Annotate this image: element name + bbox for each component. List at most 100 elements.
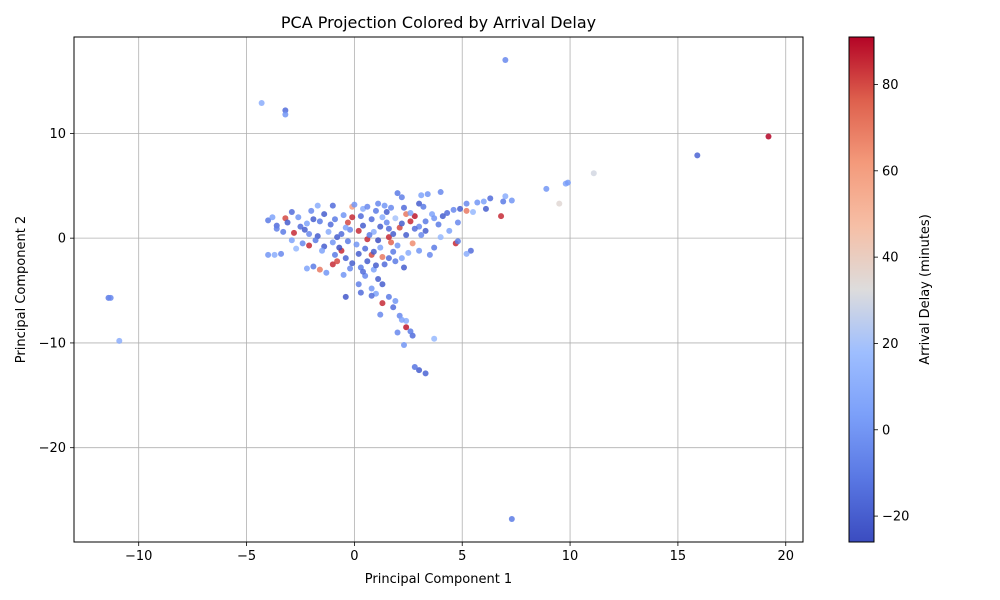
x-tick-label: 10 — [562, 549, 579, 564]
scatter-point — [347, 265, 354, 272]
scatter-point — [355, 281, 362, 288]
colorbar-tick-label: −20 — [882, 510, 909, 525]
colorbar-axis: −20 0 20 40 60 80 — [874, 78, 909, 525]
scatter-point — [398, 316, 405, 323]
scatter-point — [411, 225, 418, 232]
scatter-point — [327, 221, 334, 228]
scatter-point — [390, 304, 397, 311]
scatter-point — [303, 265, 310, 272]
scatter-point — [342, 293, 349, 300]
scatter-point — [383, 208, 390, 215]
scatter-point — [349, 214, 356, 221]
y-axis-label: Principal Component 2 — [14, 216, 29, 363]
colorbar-tick-label: 40 — [882, 251, 899, 266]
scatter-point — [351, 201, 358, 208]
scatter-point — [379, 300, 386, 307]
scatter-point — [398, 220, 405, 227]
scatter-point — [360, 222, 367, 229]
scatter-point — [394, 190, 401, 197]
scatter-point — [439, 213, 446, 220]
scatter-point — [457, 205, 464, 212]
scatter-point — [288, 237, 295, 244]
scatter-point — [355, 250, 362, 257]
scatter-point — [405, 249, 412, 256]
scatter-point — [312, 237, 319, 244]
scatter-point — [372, 262, 379, 269]
scatter-point — [502, 193, 509, 200]
scatter-point — [422, 218, 429, 225]
colorbar-tick-label: 60 — [882, 164, 899, 179]
scatter-point — [316, 266, 323, 273]
scatter-point — [357, 213, 364, 220]
scatter-point — [407, 328, 414, 335]
scatter-point — [500, 198, 507, 205]
scatter-point — [316, 218, 323, 225]
scatter-point — [398, 194, 405, 201]
scatter-point — [564, 179, 571, 186]
scatter-point — [368, 285, 375, 292]
scatter-point — [366, 232, 373, 239]
scatter-point — [543, 185, 550, 192]
scatter-point — [388, 239, 395, 246]
scatter-point — [383, 219, 390, 226]
scatter-point — [362, 245, 369, 252]
scatter-point — [390, 248, 397, 255]
scatter-point — [381, 261, 388, 268]
scatter-point — [381, 202, 388, 209]
scatter-point — [375, 200, 382, 207]
scatter-point — [372, 207, 379, 214]
scatter-points — [105, 57, 772, 522]
scatter-point — [273, 225, 280, 232]
scatter-point — [409, 240, 416, 247]
scatter-point — [450, 206, 457, 213]
y-tick-label: 0 — [58, 232, 66, 247]
scatter-point — [377, 223, 384, 230]
scatter-point — [310, 216, 317, 223]
scatter-point — [392, 215, 399, 222]
scatter-point — [498, 213, 505, 220]
scatter-point — [368, 216, 375, 223]
scatter-point — [437, 189, 444, 196]
scatter-point — [431, 335, 438, 342]
scatter-point — [400, 342, 407, 349]
colorbar-tick-label: 0 — [882, 423, 890, 438]
scatter-point — [480, 198, 487, 205]
scatter-point — [556, 200, 563, 207]
scatter-point — [299, 240, 306, 247]
scatter-point — [385, 255, 392, 262]
scatter-point — [394, 242, 401, 249]
scatter-point — [765, 133, 772, 140]
scatter-point — [331, 216, 338, 223]
scatter-point — [306, 242, 313, 249]
scatter-point — [470, 208, 477, 215]
scatter-point — [310, 263, 317, 270]
scatter-point — [467, 247, 474, 254]
scatter-point — [508, 515, 515, 522]
scatter-point — [487, 195, 494, 202]
x-tick-label: −10 — [125, 549, 152, 564]
scatter-point — [278, 250, 285, 257]
scatter-point — [353, 241, 360, 248]
scatter-point — [290, 229, 297, 236]
scatter-point — [355, 227, 362, 234]
scatter-point — [416, 367, 423, 374]
scatter-point — [392, 298, 399, 305]
scatter-point — [344, 219, 351, 226]
scatter-point — [422, 370, 429, 377]
scatter-point — [590, 170, 597, 177]
scatter-point — [325, 228, 332, 235]
scatter-point — [301, 226, 308, 233]
scatter-point — [370, 248, 377, 255]
scatter-point — [694, 152, 701, 159]
scatter-point — [334, 258, 341, 265]
scatter-point — [379, 281, 386, 288]
scatter-point — [422, 227, 429, 234]
scatter-point — [329, 202, 336, 209]
scatter-point — [329, 239, 336, 246]
colorbar-tick-label: 20 — [882, 337, 899, 352]
scatter-point — [308, 207, 315, 214]
y-tick-label: 10 — [49, 127, 66, 142]
scatter-point — [342, 255, 349, 262]
scatter-point — [336, 244, 343, 251]
